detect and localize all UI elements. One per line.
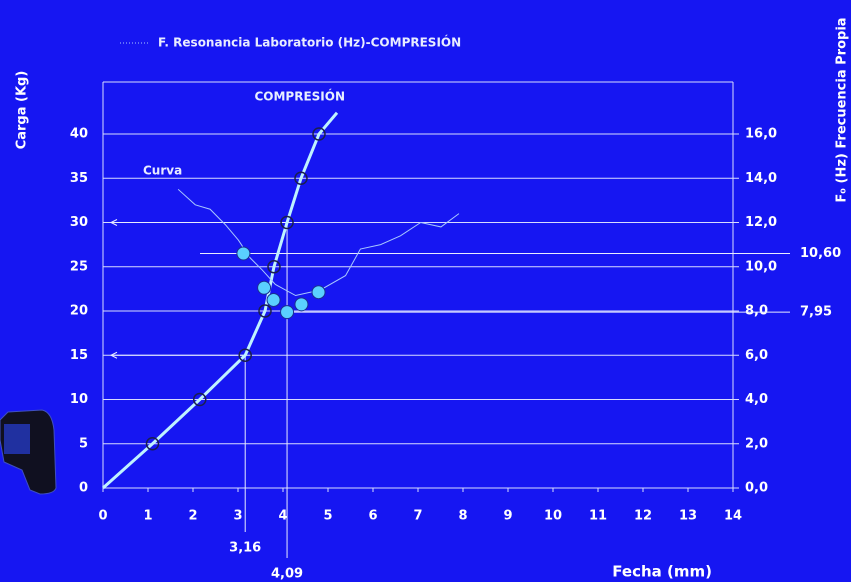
y-tick-label: 0 [79,481,88,496]
point [312,286,325,299]
y-tick-label: 15 [70,348,88,363]
chart: F. Resonancia Laboratorio (Hz)-COMPRESIÓ… [0,0,851,582]
series-line [178,189,459,295]
y2-tick-label: 12,0 [745,215,777,230]
point [237,247,250,260]
x-tick-label: 10 [544,509,562,524]
x-tick-label: 1 [143,509,152,524]
x-tick-label: 14 [724,509,742,524]
y2-tick-label: 16,0 [745,127,777,142]
y-tick-label: 30 [70,215,88,230]
y2-axis-title: F₀ (Hz) Frecuencia Propia [835,17,850,202]
ref-label: 7,95 [800,305,832,320]
x-tick-label: 11 [589,509,607,524]
legend-label: F. Resonancia Laboratorio (Hz)-COMPRESIÓ… [158,35,461,50]
ref-label: 3,16 [229,541,261,556]
x-tick-label: 7 [413,509,422,524]
y-tick-label: 25 [70,259,88,274]
point [281,306,294,319]
y2-tick-label: 8,0 [745,304,768,319]
point [258,281,271,294]
y2-tick-label: 10,0 [745,259,777,274]
x-tick-label: 12 [634,509,652,524]
y-tick-label: 20 [70,304,88,319]
x-tick-label: 6 [368,509,377,524]
x-tick-label: 2 [188,509,197,524]
x-tick-label: 4 [278,509,287,524]
point [295,298,308,311]
y2-tick-label: 4,0 [745,392,768,407]
y2-tick-label: 6,0 [745,348,768,363]
y-tick-label: 35 [70,171,88,186]
y2-tick-label: 2,0 [745,436,768,451]
x-tick-label: 8 [458,509,467,524]
series-label: COMPRESIÓN [254,88,345,103]
x-tick-label: 3 [233,509,242,524]
ref-label: 10,60 [800,246,841,261]
x-tick-label: 13 [679,509,697,524]
device-icon [0,410,56,494]
y-axis-title: Carga (Kg) [15,71,30,150]
page: {"chart_data":{"type":"line", "legend":"… [0,0,851,582]
annotation: Curva [143,164,182,178]
y2-tick-label: 0,0 [745,481,768,496]
y-tick-label: 5 [79,436,88,451]
x-tick-label: 5 [323,509,332,524]
ref-label: 4,09 [271,567,303,582]
x-tick-label: 0 [98,509,107,524]
x-axis-title: Fecha (mm) [612,563,712,581]
y2-tick-label: 14,0 [745,171,777,186]
x-tick-label: 9 [503,509,512,524]
y-tick-label: 40 [70,127,88,142]
point [267,293,280,306]
y-tick-label: 10 [70,392,88,407]
